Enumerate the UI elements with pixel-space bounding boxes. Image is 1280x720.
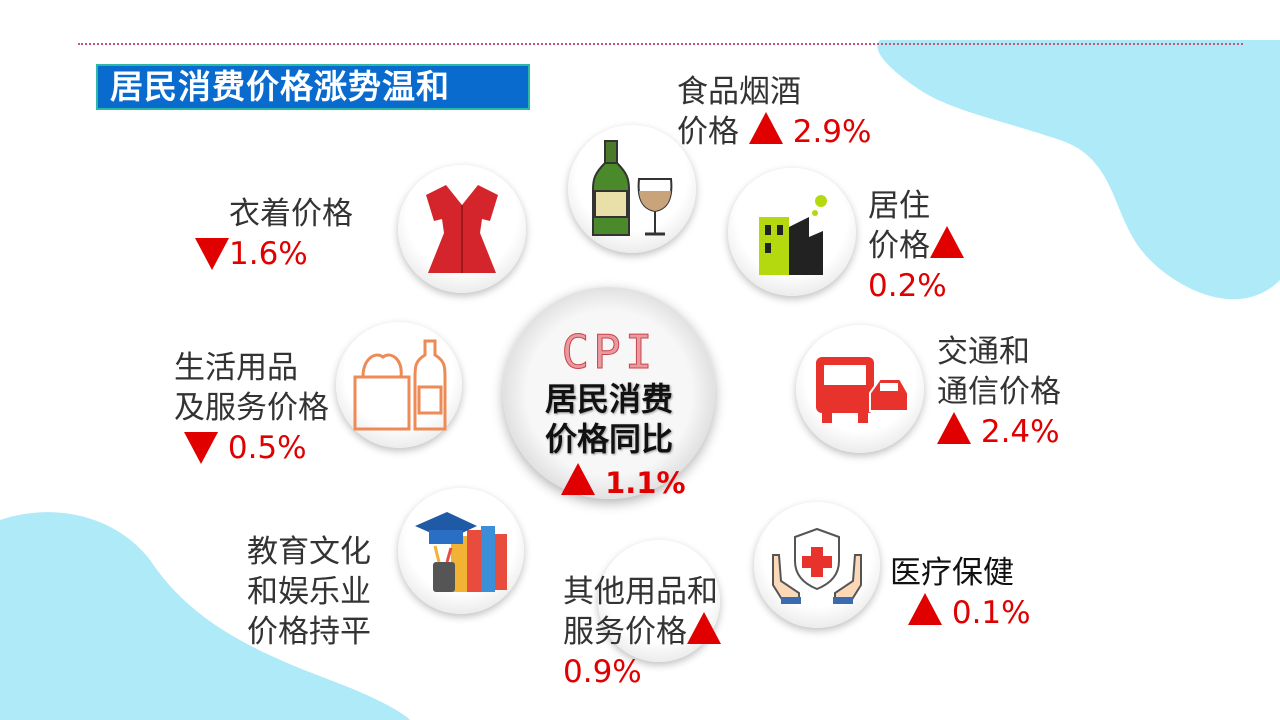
housing-circle bbox=[728, 168, 856, 296]
education-circle bbox=[398, 488, 524, 614]
other-name: 其他用品和 bbox=[563, 574, 718, 610]
transport-name: 交通和 bbox=[937, 334, 1030, 370]
other-value: 0.9% bbox=[563, 654, 642, 690]
food-circle bbox=[568, 125, 696, 253]
education-name3: 价格持平 bbox=[247, 614, 371, 650]
housing-name: 居住 bbox=[868, 188, 930, 224]
housing-name2: 价格 bbox=[868, 228, 930, 264]
cpi-value: 1.1% bbox=[561, 463, 686, 500]
cpi-logo: CPI bbox=[561, 325, 657, 380]
food-name: 食品烟酒 bbox=[677, 74, 801, 110]
other-label: 其他用品和服务价格 0.9% bbox=[563, 572, 721, 692]
other-name2: 服务价格 bbox=[563, 614, 687, 650]
transport-name2: 通信价格 bbox=[937, 374, 1061, 410]
food-value: 2.9% bbox=[792, 114, 872, 150]
cpi-label: 居民消费 价格同比 bbox=[503, 379, 715, 459]
housing-label: 居住价格 0.2% bbox=[868, 186, 964, 306]
page-title: 居民消费价格涨势温和 bbox=[96, 64, 530, 110]
education-label: 教育文化和娱乐业价格持平 bbox=[247, 532, 371, 652]
truck-car-icon bbox=[816, 357, 909, 423]
building-icon bbox=[759, 195, 827, 275]
dotted-divider bbox=[78, 43, 1243, 45]
background-blob-bottom-left bbox=[0, 512, 410, 720]
background-blob-top-right bbox=[877, 40, 1280, 300]
up-arrow-icon bbox=[908, 593, 942, 625]
up-arrow-icon bbox=[561, 463, 595, 495]
medical-hands-shield-icon bbox=[772, 527, 862, 604]
books-graduation-icon bbox=[415, 512, 507, 592]
medical-label: 医疗保健 0.1% bbox=[890, 553, 1031, 633]
medical-name: 医疗保健 bbox=[890, 555, 1014, 591]
housing-value: 0.2% bbox=[868, 268, 947, 304]
daily-goods-name: 生活用品 bbox=[174, 350, 298, 386]
up-arrow-icon bbox=[748, 112, 783, 144]
up-arrow-icon bbox=[937, 412, 971, 444]
clothing-circle bbox=[398, 165, 526, 293]
clothing-name: 衣着价格 bbox=[229, 196, 353, 232]
cpi-label-line2: 价格同比 bbox=[544, 420, 673, 458]
transport-circle bbox=[796, 325, 924, 453]
cpi-value-text: 1.1% bbox=[605, 466, 686, 500]
up-arrow-icon bbox=[687, 612, 721, 644]
transport-value: 2.4% bbox=[980, 414, 1060, 450]
cpi-center-circle: CPI 居民消费 价格同比 1.1% bbox=[503, 287, 715, 500]
down-arrow-icon bbox=[195, 238, 229, 270]
daily-goods-name2: 及服务价格 bbox=[174, 390, 329, 426]
medical-value: 0.1% bbox=[951, 595, 1031, 631]
food-name2: 价格 bbox=[677, 114, 739, 150]
food-label: 食品烟酒价格 2.9% bbox=[677, 72, 871, 152]
daily-goods-circle bbox=[336, 322, 462, 448]
daily-goods-value: 0.5% bbox=[227, 430, 307, 466]
education-name: 教育文化 bbox=[247, 534, 371, 570]
education-name2: 和娱乐业 bbox=[247, 574, 371, 610]
cpi-label-line1: 居民消费 bbox=[544, 380, 673, 418]
dress-icon bbox=[426, 185, 498, 273]
wine-bottle-glass-icon bbox=[592, 140, 673, 236]
grocery-bottle-icon bbox=[353, 339, 447, 431]
transport-label: 交通和通信价格 2.4% bbox=[937, 332, 1061, 452]
up-arrow-icon bbox=[930, 226, 964, 258]
clothing-value: 1.6% bbox=[229, 236, 308, 272]
medical-circle bbox=[754, 502, 880, 628]
down-arrow-icon bbox=[184, 432, 218, 464]
clothing-label: 衣着价格 1.6% bbox=[195, 194, 353, 274]
daily-goods-label: 生活用品及服务价格 0.5% bbox=[174, 348, 329, 468]
